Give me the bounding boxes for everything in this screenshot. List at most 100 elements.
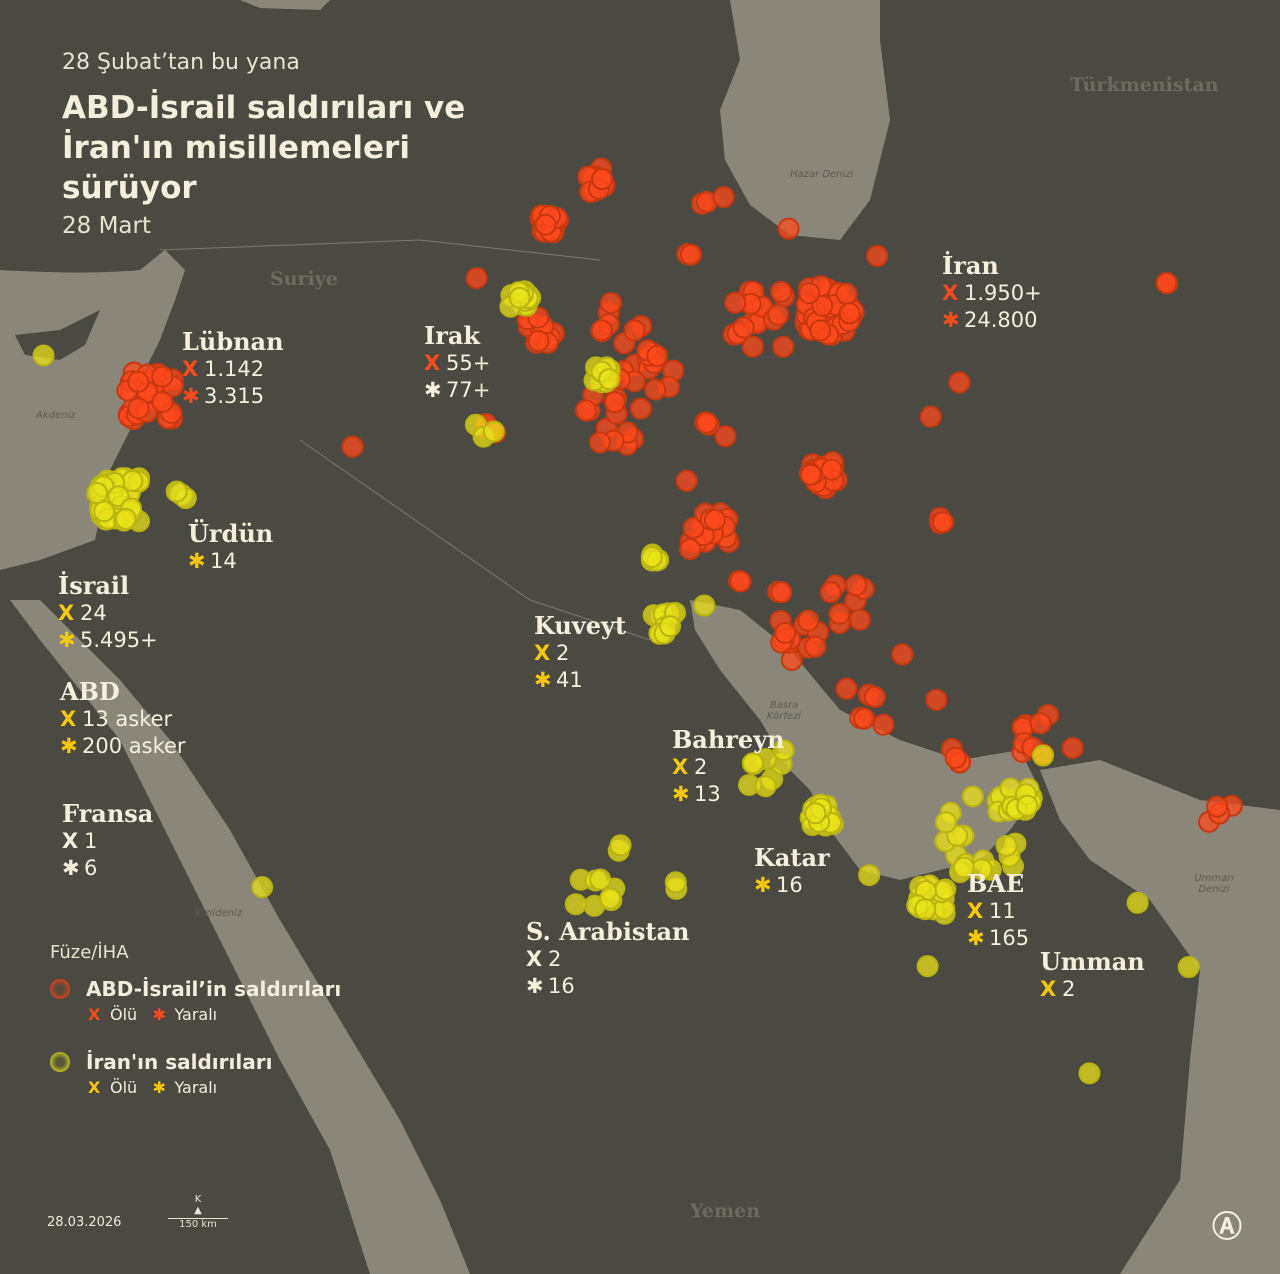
stat-value: 14 <box>210 549 237 573</box>
stat-row: ✱ 24.800 <box>942 307 1042 334</box>
stat-row: ✱ 16 <box>526 973 690 1000</box>
us-israel-strike-dot <box>341 435 364 458</box>
x-icon: X <box>424 351 441 375</box>
country-saudi: S. Arabistan X 2 ✱ 16 <box>526 918 690 1000</box>
us-israel-strike-dot <box>809 319 832 342</box>
country-usa: ABD X 13 asker ✱ 200 asker <box>60 678 186 760</box>
stat-value: 1.142 <box>204 357 265 381</box>
x-icon: X <box>60 707 77 731</box>
red-sea <box>10 600 470 1274</box>
stat-value: 16 <box>776 873 803 897</box>
us-israel-strike-dot <box>732 316 755 339</box>
us-israel-strike-dot <box>770 280 793 303</box>
stat-row: X 13 asker <box>60 706 186 733</box>
iran-strike-dot <box>589 868 612 891</box>
us-israel-strike-dot <box>590 319 613 342</box>
country-name: Lübnan <box>182 327 284 356</box>
country-jordan: Ürdün ✱ 14 <box>188 520 273 575</box>
label-turkmenistan: Türkmenistan <box>1070 74 1219 96</box>
x-icon: X <box>942 281 959 305</box>
x-icon: X <box>672 755 689 779</box>
asterisk-icon: ✱ <box>967 926 985 950</box>
us-israel-strike-dot <box>819 581 842 604</box>
iran-strike-dot <box>664 871 687 894</box>
us-israel-strike-dot <box>151 365 174 388</box>
stat-value: 1 <box>84 829 98 853</box>
us-israel-strike-dot <box>1155 271 1178 294</box>
aa-logo: Ⓐ <box>1212 1210 1242 1245</box>
iran-strike-dot <box>1177 956 1200 979</box>
us-israel-strike-dot <box>591 168 614 191</box>
us-israel-strike-dot <box>675 469 698 492</box>
us-israel-strike-dot <box>724 291 747 314</box>
stat-value: 2 <box>556 641 570 665</box>
stat-value: 24 <box>80 601 107 625</box>
asterisk-icon: ✱ <box>152 1005 166 1024</box>
us-israel-strike-dot <box>534 213 557 236</box>
stat-value: 5.495+ <box>80 628 158 652</box>
us-israel-strike-dot <box>944 746 967 769</box>
scale-bar: K ▲ 150 km <box>168 1194 228 1230</box>
label-yemen: Yemen <box>690 1200 761 1222</box>
iran-strike-dot <box>995 834 1018 857</box>
us-israel-strike-dot <box>1029 712 1052 735</box>
country-name: Bahreyn <box>672 725 785 754</box>
iran-strike-dot <box>858 864 881 887</box>
country-france: Fransa X 1 ✱ 6 <box>62 800 153 882</box>
caspian-sea <box>720 0 890 240</box>
stat-row: X 24 <box>58 600 158 627</box>
us-israel-strike-dot <box>1061 737 1084 760</box>
iran-strike-dot <box>599 887 622 910</box>
us-israel-strike-dot <box>703 508 726 531</box>
us-israel-strike-dot <box>948 371 971 394</box>
country-bahrain: Bahreyn X 2 ✱ 13 <box>672 726 785 808</box>
us-israel-strike-dot <box>1206 795 1229 818</box>
stat-value: 11 <box>989 899 1016 923</box>
header-date: 28 Mart <box>62 213 151 239</box>
us-israel-strike-dot <box>919 405 942 428</box>
iran-strike-dot <box>482 420 505 443</box>
iran-strike-dot <box>1078 1062 1101 1085</box>
stat-value: 6 <box>84 856 98 880</box>
strike-dots <box>32 157 1243 1085</box>
country-uae: BAE X 11 ✱ 165 <box>967 870 1029 952</box>
us-israel-strike-dot <box>770 581 793 604</box>
iran-strike-dot <box>754 775 777 798</box>
us-israel-strike-dot <box>527 329 550 352</box>
iran-strike-dot <box>1126 891 1149 914</box>
subtitle: 28 Şubat’tan bu yana <box>62 50 300 75</box>
country-name: Kuveyt <box>534 611 627 640</box>
us-israel-strike-dot <box>646 344 669 367</box>
iran-strike-dot <box>609 834 632 857</box>
us-israel-strike-dot <box>853 707 876 730</box>
stat-row: ✱ 200 asker <box>60 733 186 760</box>
asterisk-icon: ✱ <box>942 308 960 332</box>
stat-row: ✱ 5.495+ <box>58 627 158 654</box>
iran-strike-dot <box>659 615 682 638</box>
stat-value: 24.800 <box>964 308 1038 332</box>
us-israel-strike-dot <box>863 686 886 709</box>
x-icon: X <box>62 829 79 853</box>
stat-value: 77+ <box>446 378 491 402</box>
x-icon: X <box>88 1005 101 1024</box>
black-sea <box>240 0 330 10</box>
iran-strike-dot <box>251 876 274 899</box>
country-qatar: Katar ✱ 16 <box>754 844 830 899</box>
country-iran: İran X 1.950+ ✱ 24.800 <box>942 252 1042 334</box>
stat-value: 2 <box>694 755 708 779</box>
sea-med: Akdeniz <box>36 410 76 421</box>
us-israel-strike-dot <box>799 463 822 486</box>
stat-value: 13 asker <box>82 707 173 731</box>
asterisk-icon: ✱ <box>672 782 690 806</box>
iran-strike-dot <box>934 878 957 901</box>
us-israel-strike-dot <box>835 677 858 700</box>
us-israel-strike-dot <box>891 643 914 666</box>
stat-row: X 11 <box>967 898 1029 925</box>
country-oman: Umman X 2 <box>1040 948 1145 1003</box>
legend-dead: Ölü <box>110 1078 138 1097</box>
legend: Füze/İHA ABD-İsrail’in saldırıları X Ölü … <box>50 942 341 1097</box>
us-israel-strike-dot <box>603 391 626 414</box>
